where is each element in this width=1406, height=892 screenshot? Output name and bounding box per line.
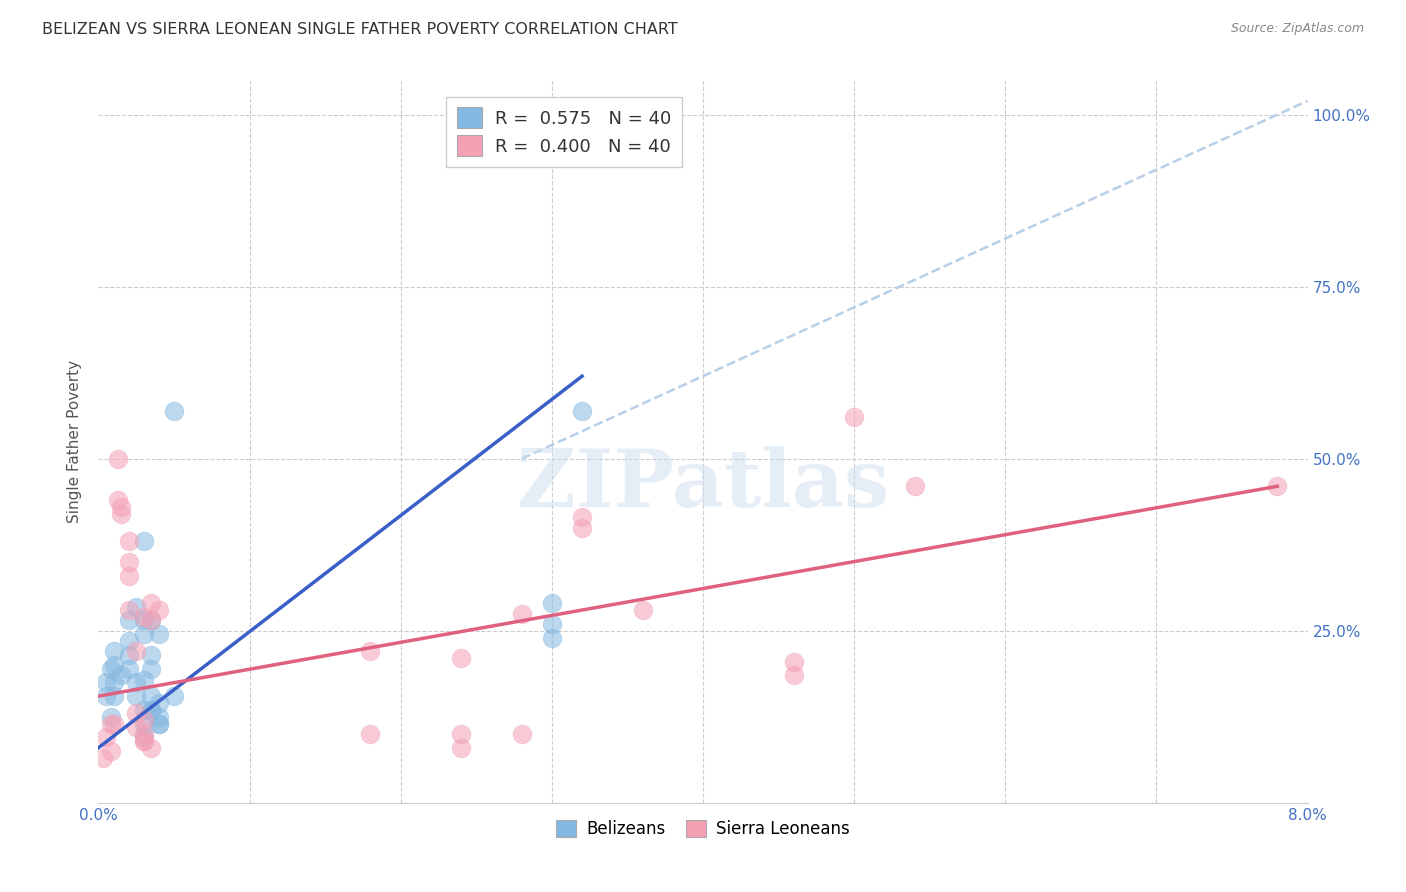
Text: Source: ZipAtlas.com: Source: ZipAtlas.com [1230, 22, 1364, 36]
Point [118, 634, 141, 648]
Legend: Belizeans, Sierra Leoneans: Belizeans, Sierra Leoneans [550, 814, 856, 845]
Point [540, 631, 562, 645]
Point [100, 744, 122, 758]
Point [904, 479, 927, 493]
Text: BELIZEAN VS SIERRA LEONEAN SINGLE FATHER POVERTY CORRELATION CHART: BELIZEAN VS SIERRA LEONEAN SINGLE FATHER… [42, 22, 678, 37]
Point [844, 410, 866, 425]
Point [1267, 479, 1289, 493]
Point [103, 658, 125, 673]
Point [100, 662, 122, 676]
Point [132, 673, 155, 688]
Point [450, 651, 472, 665]
Point [163, 403, 186, 417]
Point [107, 451, 129, 466]
Point [450, 740, 472, 755]
Point [125, 644, 148, 658]
Point [125, 689, 148, 703]
Point [103, 689, 125, 703]
Point [450, 727, 472, 741]
Point [148, 710, 170, 724]
Point [141, 703, 163, 717]
Point [107, 493, 129, 508]
Point [148, 627, 170, 641]
Point [118, 603, 141, 617]
Point [132, 703, 155, 717]
Point [125, 675, 148, 690]
Point [163, 689, 186, 703]
Point [783, 655, 806, 669]
Point [94, 731, 117, 745]
Point [125, 599, 148, 614]
Point [91, 751, 114, 765]
Point [148, 716, 170, 731]
Point [118, 614, 141, 628]
Point [141, 689, 163, 703]
Point [148, 716, 170, 731]
Point [118, 648, 141, 662]
Point [132, 627, 155, 641]
Point [571, 510, 593, 524]
Point [148, 603, 170, 617]
Point [110, 668, 132, 682]
Point [132, 614, 155, 628]
Point [141, 740, 163, 755]
Point [631, 603, 654, 617]
Point [360, 727, 382, 741]
Point [360, 644, 382, 658]
Point [148, 696, 170, 710]
Point [141, 614, 163, 628]
Point [118, 555, 141, 569]
Point [132, 610, 155, 624]
Point [103, 675, 125, 690]
Point [118, 568, 141, 582]
Point [118, 662, 141, 676]
Point [125, 706, 148, 721]
Point [141, 662, 163, 676]
Point [94, 675, 117, 690]
Y-axis label: Single Father Poverty: Single Father Poverty [67, 360, 83, 523]
Point [118, 534, 141, 549]
Point [132, 713, 155, 727]
Point [94, 689, 117, 703]
Point [132, 716, 155, 731]
Point [132, 734, 155, 748]
Point [141, 648, 163, 662]
Point [571, 403, 593, 417]
Point [510, 607, 533, 621]
Point [110, 507, 132, 521]
Point [132, 734, 155, 748]
Point [141, 703, 163, 717]
Point [783, 668, 806, 682]
Point [100, 716, 122, 731]
Point [571, 520, 593, 534]
Point [141, 596, 163, 610]
Point [540, 616, 562, 631]
Text: ZIPatlas: ZIPatlas [517, 446, 889, 524]
Point [540, 596, 562, 610]
Point [103, 716, 125, 731]
Point [510, 727, 533, 741]
Point [132, 731, 155, 745]
Point [100, 710, 122, 724]
Point [132, 534, 155, 549]
Point [141, 614, 163, 628]
Point [103, 644, 125, 658]
Point [125, 720, 148, 734]
Point [132, 727, 155, 741]
Point [110, 500, 132, 514]
